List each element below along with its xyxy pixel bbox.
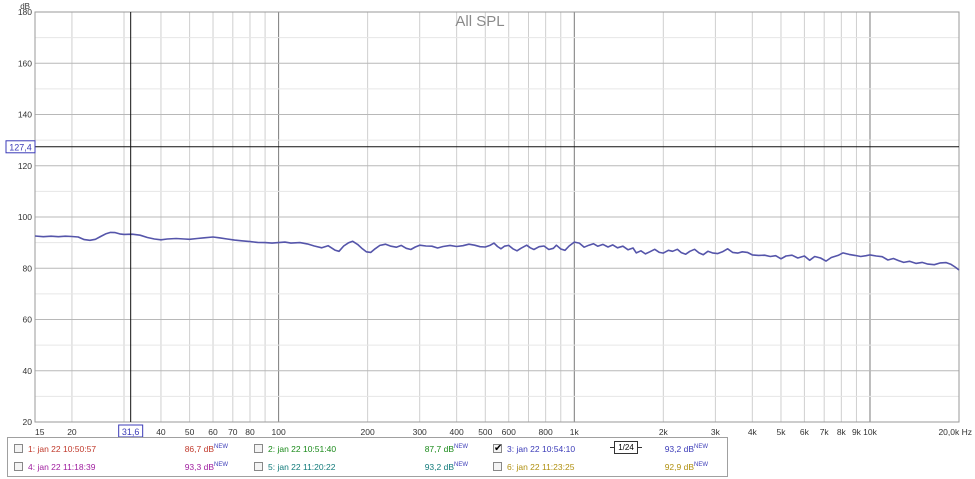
y-tick-label: 40 xyxy=(23,366,33,376)
legend-new-badge: NEW xyxy=(694,444,708,450)
x-tick-label: 3k xyxy=(711,427,721,437)
x-tick-label: 200 xyxy=(361,427,375,437)
legend-new-badge: NEW xyxy=(694,462,708,468)
x-tick-label: 40 xyxy=(156,427,166,437)
legend-label: 5: jan 22 11:20:22 xyxy=(268,462,336,472)
legend-new-badge: NEW xyxy=(454,444,468,450)
legend-checkbox[interactable] xyxy=(493,462,502,471)
x-tick-label: 80 xyxy=(245,427,255,437)
x-tick-label: 20,0k Hz xyxy=(938,427,972,437)
y-tick-label: 160 xyxy=(18,58,32,68)
legend-new-badge: NEW xyxy=(214,444,228,450)
legend-value: 93,2 dBNEW xyxy=(424,462,468,472)
x-tick-label: 10k xyxy=(863,427,877,437)
y-tick-label: 80 xyxy=(23,263,33,273)
x-tick-label: 600 xyxy=(502,427,516,437)
y-tick-labels: 20 40 60 80 100 120 140 160 180 xyxy=(18,7,32,427)
x-tick-label: 60 xyxy=(208,427,218,437)
y-tick-label: 60 xyxy=(23,315,33,325)
legend-checkbox[interactable] xyxy=(254,444,263,453)
legend-item: 5: jan 22 11:20:22 93,2 dBNEW xyxy=(254,459,484,475)
x-tick-label: 8k xyxy=(837,427,847,437)
legend-value: 93,2 dBNEW xyxy=(664,444,708,454)
legend-checkbox[interactable] xyxy=(254,462,263,471)
x-tick-label: 1k xyxy=(570,427,580,437)
legend-value: 93,3 dBNEW xyxy=(184,462,228,472)
legend-label: 6: jan 22 11:23:25 xyxy=(507,462,575,472)
legend-item: 3: jan 22 10:54:10 93,2 dBNEW xyxy=(493,441,723,457)
plot-frame xyxy=(34,11,960,423)
y-tick-label: 120 xyxy=(18,161,32,171)
x-tick-label: 4k xyxy=(748,427,758,437)
cursor-y-readout: 127,4 xyxy=(9,142,32,152)
legend-checkbox[interactable] xyxy=(14,462,23,471)
legend-item: 4: jan 22 11:18:39 93,3 dBNEW xyxy=(14,459,244,475)
legend-new-badge: NEW xyxy=(214,462,228,468)
legend-checkbox[interactable] xyxy=(14,444,23,453)
x-tick-label: 300 xyxy=(413,427,427,437)
y-tick-label: 20 xyxy=(23,417,33,427)
legend-label: 1: jan 22 10:50:57 xyxy=(28,444,97,454)
legend-value: 86,7 dBNEW xyxy=(184,444,228,454)
legend-label: 3: jan 22 10:54:10 xyxy=(507,444,576,454)
crosshair-cursor[interactable]: 127,4 31,6 xyxy=(5,12,959,437)
chart-title: All SPL xyxy=(455,13,504,30)
y-tick-label: 140 xyxy=(18,110,32,120)
spl-trace xyxy=(34,231,960,271)
y-axis-unit: dB xyxy=(20,2,30,11)
x-tick-label: 50 xyxy=(185,427,195,437)
x-tick-label: 5k xyxy=(776,427,786,437)
x-tick-label: 2k xyxy=(659,427,669,437)
x-tick-label: 800 xyxy=(539,427,553,437)
y-tick-label: 100 xyxy=(18,212,32,222)
legend-checkbox[interactable] xyxy=(493,441,502,457)
cursor-y-readout-box xyxy=(5,140,36,154)
cursor-x-readout: 31,6 xyxy=(122,427,140,437)
x-tick-label: 400 xyxy=(450,427,464,437)
x-tick-label: 6k xyxy=(800,427,810,437)
legend-label: 4: jan 22 11:18:39 xyxy=(28,462,96,472)
x-tick-label: 7k xyxy=(820,427,830,437)
y-tick-label: 180 xyxy=(18,7,32,17)
legend-item: 6: jan 22 11:23:25 92,9 dBNEW xyxy=(493,459,723,475)
series-lines xyxy=(34,231,960,271)
legend-label: 2: jan 22 10:51:40 xyxy=(268,444,337,454)
cursor-x-readout-box xyxy=(118,424,144,437)
x-tick-label: 70 xyxy=(228,427,238,437)
x-tick-label: 500 xyxy=(478,427,492,437)
x-tick-labels: 15 20 40 50 60 70 80 100 200 300 400 500 600 800 1k 2k 3… xyxy=(35,427,972,437)
smoothing-indicator[interactable]: 1/24 xyxy=(610,441,642,454)
legend-value: 92,9 dBNEW xyxy=(664,462,708,472)
legend-value: 87,7 dBNEW xyxy=(424,444,468,454)
x-tick-label: 9k xyxy=(852,427,862,437)
x-tick-label: 15 xyxy=(35,427,45,437)
x-tick-label: 100 xyxy=(272,427,286,437)
legend-new-badge: NEW xyxy=(454,462,468,468)
grid-lines xyxy=(35,11,959,423)
legend-panel: 1: jan 22 10:50:57 86,7 dBNEW 2: jan 22 10… xyxy=(7,437,728,477)
legend-item: 1: jan 22 10:50:57 86,7 dBNEW xyxy=(14,441,244,457)
legend-item: 2: jan 22 10:51:40 87,7 dBNEW xyxy=(254,441,484,457)
x-tick-label: 20 xyxy=(67,427,77,437)
